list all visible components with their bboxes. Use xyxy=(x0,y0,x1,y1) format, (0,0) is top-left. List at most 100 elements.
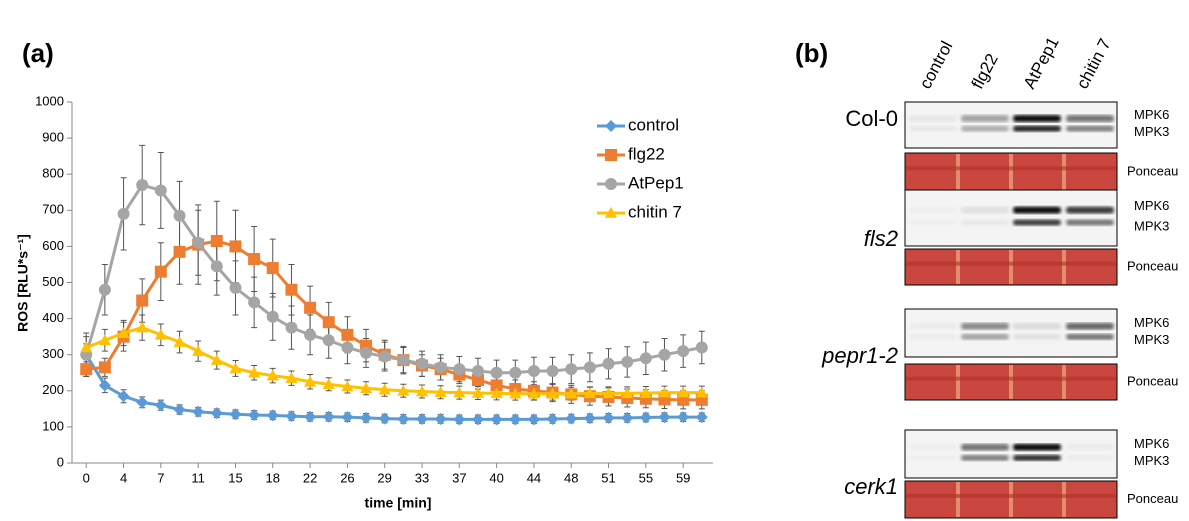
marker xyxy=(621,355,634,368)
marker xyxy=(229,240,242,253)
marker xyxy=(434,386,447,398)
series-line xyxy=(84,183,703,375)
y-tick-label: 500 xyxy=(42,274,64,289)
x-axis-label: time [min] xyxy=(365,495,432,511)
marker xyxy=(192,405,205,418)
marker xyxy=(304,328,317,341)
marker xyxy=(210,234,223,247)
marker xyxy=(285,321,298,334)
marker xyxy=(210,354,223,365)
y-tick-label: 0 xyxy=(57,454,64,469)
band xyxy=(909,444,957,451)
band xyxy=(1013,115,1061,123)
x-tick-label: 18 xyxy=(266,470,280,485)
marker xyxy=(471,386,484,398)
marker xyxy=(80,341,93,353)
series-line xyxy=(85,326,702,396)
marker xyxy=(658,386,671,398)
band xyxy=(961,333,1009,340)
marker xyxy=(229,408,242,421)
legend-label: chitin 7 xyxy=(628,202,682,221)
band xyxy=(1066,444,1114,451)
marker xyxy=(453,386,466,398)
marker xyxy=(173,245,186,258)
marker xyxy=(490,413,503,426)
genotype-label: pepr1-2 xyxy=(821,343,898,368)
x-tick-label: 15 xyxy=(228,470,242,485)
marker xyxy=(471,373,484,386)
marker xyxy=(434,361,447,374)
marker xyxy=(677,386,690,398)
marker xyxy=(583,412,596,425)
band xyxy=(1066,219,1114,226)
lane-gap xyxy=(956,365,960,399)
marker xyxy=(80,363,93,376)
marker xyxy=(527,387,540,399)
band xyxy=(961,206,1009,214)
marker xyxy=(117,327,130,338)
blot-image xyxy=(904,189,1118,247)
band xyxy=(1013,219,1061,226)
x-tick-label: 7 xyxy=(157,470,164,485)
genotype-label: Col-0 xyxy=(845,106,898,131)
marker xyxy=(658,348,671,361)
lane-label: AtPep1 xyxy=(1020,34,1063,92)
marker xyxy=(285,410,298,423)
marker xyxy=(98,334,111,346)
x-tick-label: 22 xyxy=(303,470,317,485)
marker xyxy=(154,328,167,340)
band xyxy=(961,443,1009,451)
marker xyxy=(117,207,130,220)
marker xyxy=(210,260,223,273)
marker xyxy=(173,403,186,416)
marker xyxy=(248,366,261,378)
band xyxy=(1013,322,1061,330)
lane-label: chitin 7 xyxy=(1073,35,1115,91)
band xyxy=(1066,322,1114,330)
x-tick-label: 33 xyxy=(415,470,429,485)
marker xyxy=(695,411,708,424)
marker xyxy=(322,334,335,347)
marker xyxy=(192,236,205,249)
plot: 0 100 200 300 400 500 600 700 800 900 1000 0 4 7 11 15 1… xyxy=(35,93,708,485)
marker xyxy=(192,345,205,356)
band xyxy=(961,125,1009,132)
band xyxy=(1013,443,1061,451)
marker xyxy=(229,362,242,374)
x-tick-label: 26 xyxy=(340,470,354,485)
band xyxy=(961,219,1009,226)
legend-marker xyxy=(605,120,617,132)
marker xyxy=(173,336,186,347)
marker xyxy=(136,294,149,307)
marker xyxy=(173,209,186,222)
lane-gap xyxy=(956,154,960,190)
marker xyxy=(527,413,540,426)
x-tick-label: 55 xyxy=(639,470,653,485)
band xyxy=(1013,454,1061,461)
lane-label: control xyxy=(916,38,957,92)
marker xyxy=(248,253,261,266)
blot-image xyxy=(904,429,1118,479)
marker xyxy=(397,384,410,396)
x-tick-label: 44 xyxy=(527,470,541,485)
band xyxy=(1066,115,1114,123)
ponceau-stripe xyxy=(906,261,1116,266)
marker xyxy=(509,366,522,379)
lane-gap xyxy=(956,250,960,284)
legend-label: flg22 xyxy=(628,144,665,163)
band xyxy=(961,454,1009,461)
marker xyxy=(621,387,634,399)
marker xyxy=(453,363,466,376)
marker xyxy=(416,357,429,370)
y-tick-label: 1000 xyxy=(35,93,64,108)
marker xyxy=(565,387,578,399)
marker xyxy=(322,378,335,390)
marker xyxy=(378,383,391,395)
marker xyxy=(98,361,111,374)
marker xyxy=(285,283,298,296)
band-label: MPK3 xyxy=(1134,453,1169,468)
band xyxy=(909,207,957,214)
marker xyxy=(509,413,522,426)
marker xyxy=(117,390,130,403)
